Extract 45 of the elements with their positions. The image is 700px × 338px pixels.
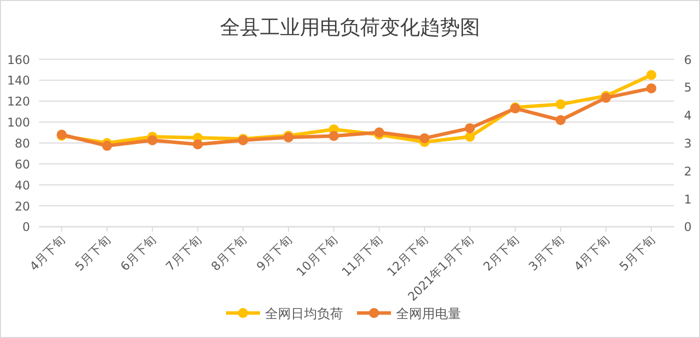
y2-tick-label: 3 bbox=[684, 136, 692, 150]
title: 全县工业用电负荷变化趋势图 bbox=[220, 15, 480, 39]
y2-tick-label: 4 bbox=[684, 108, 692, 123]
y2-tick-label: 5 bbox=[684, 80, 692, 95]
x-tick-label: 5月下旬 bbox=[72, 232, 114, 274]
y2-tick-label: 2 bbox=[684, 164, 692, 178]
point bbox=[147, 135, 158, 146]
point bbox=[556, 115, 566, 126]
y-tick-label: 120 bbox=[7, 94, 30, 109]
legend: 全网日均负荷 bbox=[226, 307, 343, 322]
point bbox=[328, 131, 339, 142]
point bbox=[374, 127, 384, 138]
point bbox=[464, 132, 475, 142]
point bbox=[102, 140, 112, 151]
point bbox=[420, 133, 430, 144]
x-tick-label: 8月下旬 bbox=[208, 232, 250, 274]
legend-label: 全网用电量 bbox=[396, 307, 461, 322]
y-tick-label: 140 bbox=[7, 74, 30, 88]
point bbox=[556, 99, 566, 110]
y-tick-label: 40 bbox=[14, 178, 30, 192]
x-tick-label: 6月下旬 bbox=[118, 232, 159, 274]
point bbox=[464, 123, 475, 134]
y-tick-label: 20 bbox=[14, 199, 30, 214]
x-tick-label: 7月下旬 bbox=[163, 232, 204, 274]
x-tick-label: 5月下旬 bbox=[616, 232, 658, 274]
y-tick-label: 160 bbox=[7, 52, 30, 67]
x-tick-label: 4月下旬 bbox=[27, 232, 68, 274]
x-tick-label: 9月下旬 bbox=[254, 232, 295, 274]
x-tick-label: 10月下旬 bbox=[294, 232, 340, 280]
y-tick-label: 100 bbox=[7, 116, 30, 130]
x-tick-label: 4月下旬 bbox=[571, 232, 612, 274]
point bbox=[646, 70, 656, 80]
y-tick-label: 80 bbox=[14, 136, 30, 150]
x-tick-label: 3月下旬 bbox=[526, 232, 567, 274]
y2-tick-label: 1 bbox=[684, 192, 692, 206]
y2-tick-label: 0 bbox=[684, 220, 692, 234]
point bbox=[192, 139, 203, 150]
x-tick-label: 2月下旬 bbox=[480, 232, 522, 274]
y-tick-label: 0 bbox=[22, 220, 30, 234]
y2-tick-label: 6 bbox=[684, 52, 692, 67]
x-tick-label: 11月下旬 bbox=[339, 232, 386, 280]
point bbox=[646, 83, 656, 94]
y-tick-label: 60 bbox=[14, 157, 30, 172]
legend: 全网用电量 bbox=[357, 307, 461, 322]
legend-label: 全网日均负荷 bbox=[265, 307, 343, 322]
